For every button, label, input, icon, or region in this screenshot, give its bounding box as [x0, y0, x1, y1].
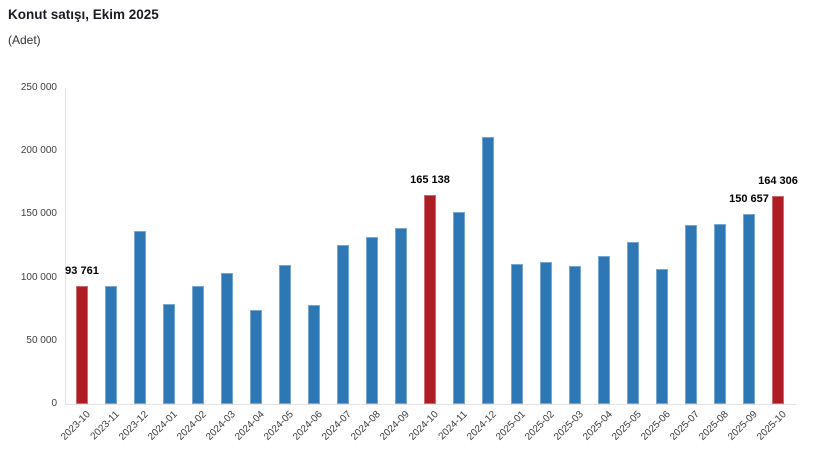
y-tick-label: 50 000 [26, 334, 57, 346]
bar-2025-09 [743, 213, 755, 404]
bar-2025-02 [540, 262, 552, 404]
value-label-2025-09: 150 657 [729, 192, 769, 205]
bar-2024-08 [366, 236, 378, 404]
chart-title: Konut satışı, Ekim 2025 [8, 7, 159, 22]
bar-2024-03 [221, 272, 233, 404]
bar-2024-12 [482, 136, 494, 404]
bar-2025-06 [656, 269, 668, 404]
bar-2024-05 [279, 265, 291, 404]
bar-2025-08 [714, 223, 726, 404]
bar-2024-01 [163, 304, 175, 404]
bar-2025-01 [511, 263, 523, 404]
bar-2024-07 [337, 244, 349, 404]
y-tick-label: 100 000 [20, 271, 57, 283]
bar-2024-02 [192, 286, 204, 404]
y-tick-label: 150 000 [20, 208, 57, 220]
value-label-2024-10: 165 138 [410, 174, 450, 187]
y-tick-label: 0 [51, 398, 57, 409]
bar-2025-03 [569, 265, 581, 404]
y-tick-label: 250 000 [20, 82, 57, 93]
bar-2023-12 [134, 230, 146, 404]
bar-2024-06 [308, 305, 320, 404]
chart-subtitle: (Adet) [8, 33, 41, 47]
housing-sales-bar-chart: 93 761 165 138 150 657 164 306 [65, 88, 798, 405]
bar-2024-09 [395, 227, 407, 404]
bar-2024-04 [250, 309, 262, 404]
bar-2023-10 [76, 285, 88, 404]
y-tick-label: 200 000 [20, 145, 57, 157]
bar-2025-07 [685, 224, 697, 404]
bar-2023-11 [105, 285, 117, 404]
value-label-2025-10: 164 306 [758, 175, 798, 188]
bar-2025-10 [772, 196, 784, 404]
bar-2024-10 [424, 195, 436, 404]
bar-2025-04 [598, 256, 610, 404]
value-label-2023-10: 93 761 [65, 264, 99, 277]
bar-2025-05 [627, 241, 639, 404]
bar-2024-11 [453, 211, 465, 404]
